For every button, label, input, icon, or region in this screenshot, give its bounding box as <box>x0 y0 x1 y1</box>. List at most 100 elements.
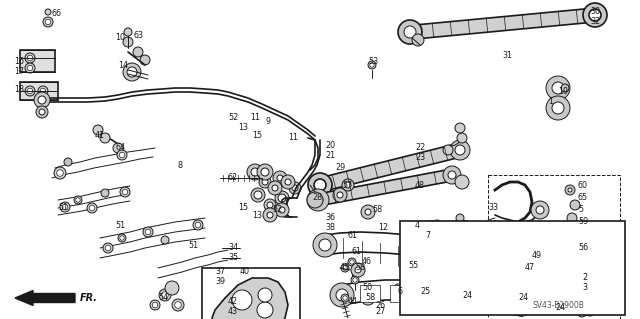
Circle shape <box>259 176 271 188</box>
Circle shape <box>143 227 153 237</box>
Text: 45: 45 <box>340 263 350 272</box>
Circle shape <box>28 65 33 71</box>
Circle shape <box>277 175 283 181</box>
Circle shape <box>118 234 126 242</box>
Circle shape <box>345 182 351 188</box>
Bar <box>420 285 440 302</box>
Text: 15: 15 <box>238 204 248 212</box>
Circle shape <box>456 214 464 222</box>
Circle shape <box>257 302 273 318</box>
Text: 48: 48 <box>415 181 425 189</box>
Circle shape <box>87 203 97 213</box>
Circle shape <box>512 259 518 265</box>
Text: 61: 61 <box>348 231 358 240</box>
Text: 49: 49 <box>532 250 542 259</box>
Circle shape <box>93 125 103 135</box>
Circle shape <box>455 175 469 189</box>
Circle shape <box>404 26 416 38</box>
Circle shape <box>117 150 127 160</box>
Circle shape <box>123 37 133 47</box>
Text: 24: 24 <box>462 291 472 300</box>
Circle shape <box>546 271 550 275</box>
Circle shape <box>258 288 272 302</box>
Circle shape <box>546 258 550 262</box>
Circle shape <box>64 158 72 166</box>
Text: 34: 34 <box>228 243 238 253</box>
Circle shape <box>351 276 359 284</box>
Circle shape <box>307 192 323 208</box>
Text: 58: 58 <box>355 263 365 272</box>
Circle shape <box>546 76 570 100</box>
Circle shape <box>341 294 349 302</box>
Circle shape <box>152 302 157 308</box>
Circle shape <box>341 264 349 272</box>
Circle shape <box>478 260 498 280</box>
Circle shape <box>577 260 587 270</box>
Circle shape <box>172 299 184 311</box>
Circle shape <box>412 34 424 46</box>
Text: FR.: FR. <box>80 293 98 303</box>
Text: 54: 54 <box>158 293 168 302</box>
Circle shape <box>500 241 514 255</box>
Circle shape <box>119 152 125 158</box>
Bar <box>400 221 625 315</box>
Text: 4: 4 <box>415 220 420 229</box>
Circle shape <box>552 102 564 114</box>
Circle shape <box>368 61 376 69</box>
Polygon shape <box>212 278 288 319</box>
Circle shape <box>536 206 544 214</box>
Text: 63: 63 <box>133 31 143 40</box>
Circle shape <box>175 302 181 308</box>
Text: 56: 56 <box>578 243 588 253</box>
Circle shape <box>568 228 572 232</box>
Text: 41: 41 <box>95 130 105 139</box>
Circle shape <box>342 179 354 191</box>
Circle shape <box>409 262 415 268</box>
Text: SV43-B2900B: SV43-B2900B <box>532 300 584 309</box>
Circle shape <box>162 292 168 298</box>
Circle shape <box>589 9 601 21</box>
Polygon shape <box>414 8 596 39</box>
Circle shape <box>267 212 273 218</box>
Circle shape <box>38 86 48 96</box>
Circle shape <box>100 133 110 143</box>
Circle shape <box>113 143 123 153</box>
Circle shape <box>361 291 375 305</box>
Text: 31: 31 <box>502 50 512 60</box>
Text: 30: 30 <box>590 8 600 17</box>
Text: 28: 28 <box>312 194 322 203</box>
Circle shape <box>319 239 331 251</box>
Circle shape <box>254 191 262 199</box>
Text: 13: 13 <box>238 123 248 132</box>
Circle shape <box>577 307 587 317</box>
Circle shape <box>365 209 371 215</box>
Circle shape <box>448 171 456 179</box>
Circle shape <box>76 198 80 202</box>
Circle shape <box>474 224 482 232</box>
Circle shape <box>285 179 291 185</box>
Circle shape <box>561 84 569 92</box>
Bar <box>20 82 58 100</box>
Circle shape <box>45 19 51 25</box>
Circle shape <box>89 205 95 211</box>
Polygon shape <box>317 169 453 206</box>
Text: 53: 53 <box>368 57 378 66</box>
Text: 25: 25 <box>420 287 430 296</box>
Circle shape <box>161 236 169 244</box>
FancyArrow shape <box>15 291 75 306</box>
Circle shape <box>429 292 435 298</box>
Text: 59: 59 <box>578 218 588 226</box>
Circle shape <box>355 267 361 273</box>
Circle shape <box>546 96 570 120</box>
Text: 42: 42 <box>228 298 238 307</box>
Circle shape <box>39 109 45 115</box>
Circle shape <box>133 47 143 57</box>
Circle shape <box>247 164 263 180</box>
Circle shape <box>343 266 347 270</box>
Text: 5: 5 <box>578 205 583 214</box>
Text: 18: 18 <box>14 85 24 94</box>
Circle shape <box>351 263 365 277</box>
Circle shape <box>263 208 277 222</box>
Circle shape <box>552 82 564 94</box>
Circle shape <box>36 106 48 118</box>
